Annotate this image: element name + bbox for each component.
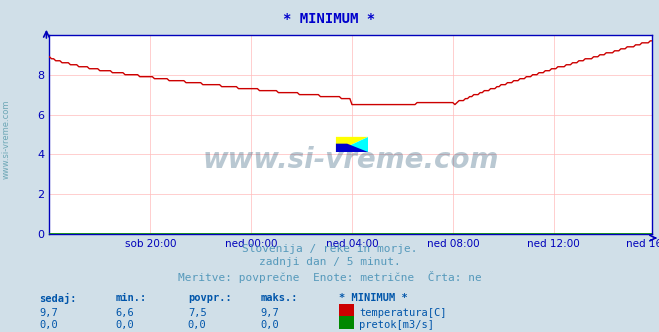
Text: Meritve: povprečne  Enote: metrične  Črta: ne: Meritve: povprečne Enote: metrične Črta:… bbox=[178, 271, 481, 283]
Text: 0,0: 0,0 bbox=[40, 320, 58, 330]
Polygon shape bbox=[336, 137, 368, 152]
Text: 0,0: 0,0 bbox=[115, 320, 134, 330]
Text: povpr.:: povpr.: bbox=[188, 293, 231, 303]
Text: pretok[m3/s]: pretok[m3/s] bbox=[359, 320, 434, 330]
Text: 6,6: 6,6 bbox=[115, 308, 134, 318]
Polygon shape bbox=[336, 137, 368, 152]
Text: min.:: min.: bbox=[115, 293, 146, 303]
Text: 7,5: 7,5 bbox=[188, 308, 206, 318]
Text: www.si-vreme.com: www.si-vreme.com bbox=[203, 146, 499, 174]
Text: temperatura[C]: temperatura[C] bbox=[359, 308, 447, 318]
Text: * MINIMUM *: * MINIMUM * bbox=[339, 293, 408, 303]
Text: 0,0: 0,0 bbox=[188, 320, 206, 330]
Text: maks.:: maks.: bbox=[260, 293, 298, 303]
Text: sedaj:: sedaj: bbox=[40, 293, 77, 304]
Text: * MINIMUM *: * MINIMUM * bbox=[283, 12, 376, 26]
Text: 9,7: 9,7 bbox=[260, 308, 279, 318]
Text: zadnji dan / 5 minut.: zadnji dan / 5 minut. bbox=[258, 257, 401, 267]
Text: Slovenija / reke in morje.: Slovenija / reke in morje. bbox=[242, 244, 417, 254]
Text: 9,7: 9,7 bbox=[40, 308, 58, 318]
Text: 0,0: 0,0 bbox=[260, 320, 279, 330]
Text: www.si-vreme.com: www.si-vreme.com bbox=[2, 100, 11, 179]
Polygon shape bbox=[336, 144, 368, 152]
